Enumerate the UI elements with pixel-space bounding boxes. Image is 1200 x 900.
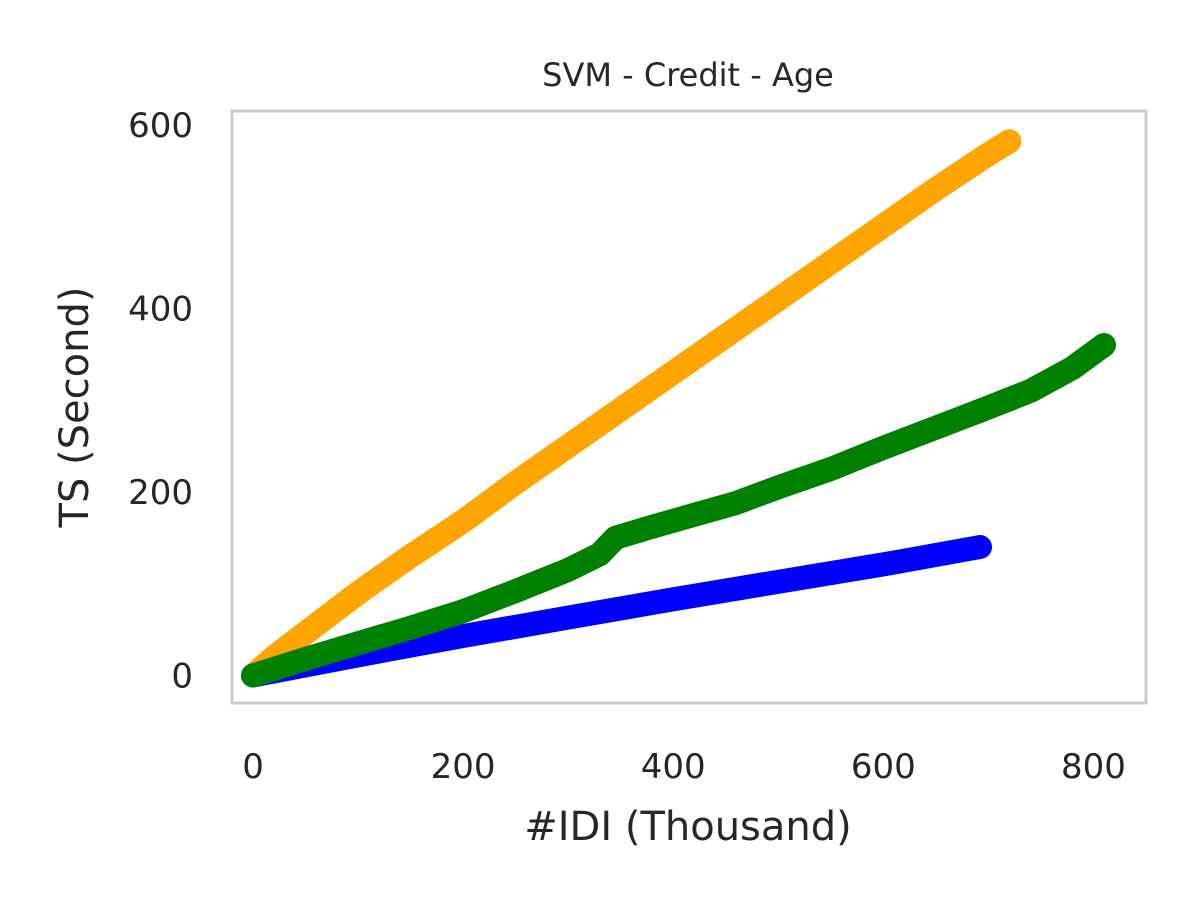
y-tick-label: 0 [171, 656, 193, 696]
x-tick-label: 400 [641, 747, 706, 787]
x-tick-labels: 0 200 400 600 800 [242, 747, 1126, 787]
x-tick-label: 200 [431, 747, 496, 787]
series-line-2 [241, 535, 992, 688]
y-tick-label: 200 [128, 473, 193, 513]
y-tick-label: 400 [128, 289, 193, 329]
plot-series [241, 129, 1116, 688]
x-tick-label: 0 [242, 747, 264, 787]
x-axis-label: #IDI (Thousand) [524, 804, 852, 850]
plot-frame [230, 109, 1148, 705]
x-tick-label: 800 [1061, 747, 1126, 787]
x-tick-label: 600 [851, 747, 916, 787]
series-line-1 [241, 333, 1116, 688]
y-axis-label: TS (Second) [52, 287, 98, 529]
y-tick-label: 600 [128, 106, 193, 146]
y-tick-labels: 0 200 400 600 [128, 106, 193, 697]
chart-title: SVM - Credit - Age [542, 56, 834, 94]
series-line-0 [241, 129, 1022, 688]
